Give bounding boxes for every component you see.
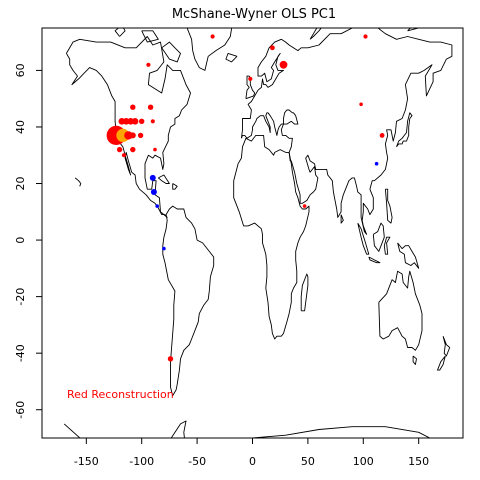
x-tick-label: -50 bbox=[188, 455, 206, 468]
y-tick-label: 20 bbox=[14, 177, 27, 191]
coastline-3 bbox=[240, 28, 453, 235]
x-tick-label: 50 bbox=[301, 455, 315, 468]
coastline-layer bbox=[63, 28, 453, 438]
coastline-14 bbox=[368, 256, 381, 264]
proxy-point-20 bbox=[155, 204, 159, 208]
y-tick-label: 40 bbox=[14, 120, 27, 134]
proxy-point-26 bbox=[279, 60, 288, 69]
proxy-point-21 bbox=[162, 246, 166, 251]
coastline-11 bbox=[442, 336, 451, 357]
proxy-point-22 bbox=[167, 356, 174, 362]
coastline-4 bbox=[233, 134, 310, 340]
coastline-23 bbox=[114, 28, 126, 37]
coastline-7 bbox=[225, 52, 238, 63]
coastline-18 bbox=[384, 188, 393, 224]
proxy-point-2 bbox=[124, 131, 133, 140]
coastline-20 bbox=[172, 183, 178, 190]
coastline-0 bbox=[66, 36, 191, 218]
proxy-point-15 bbox=[121, 153, 127, 158]
coastline-8 bbox=[396, 112, 413, 148]
proxy-points-layer bbox=[106, 34, 385, 362]
reconstruction-label: Red Reconstruction bbox=[67, 388, 174, 401]
proxy-point-9 bbox=[130, 104, 136, 110]
coastline-2 bbox=[162, 205, 215, 397]
proxy-point-13 bbox=[116, 146, 123, 153]
coastline-1 bbox=[186, 28, 233, 71]
proxy-point-24 bbox=[248, 76, 253, 81]
x-tick-label: -100 bbox=[129, 455, 154, 468]
proxy-point-6 bbox=[131, 118, 139, 125]
y-axis: -60 -40 -20 0 20 40 60 bbox=[14, 63, 42, 419]
y-tick-label: 0 bbox=[14, 237, 27, 244]
map-title: McShane-Wyner OLS PC1 bbox=[172, 7, 336, 22]
proxy-point-7 bbox=[129, 132, 136, 139]
coastline-10 bbox=[412, 355, 417, 365]
coastline-15 bbox=[372, 222, 385, 252]
proxy-point-27 bbox=[363, 34, 368, 39]
x-tick-label: 150 bbox=[408, 455, 429, 468]
coastline-30 bbox=[340, 214, 344, 224]
coastline-16 bbox=[383, 236, 391, 255]
proxy-point-17 bbox=[146, 62, 151, 67]
y-tick-label: 60 bbox=[14, 63, 27, 77]
proxy-point-19 bbox=[150, 189, 157, 195]
proxy-point-31 bbox=[302, 204, 307, 208]
y-tick-label: -40 bbox=[14, 344, 27, 362]
proxy-point-14 bbox=[130, 146, 136, 153]
x-axis: -150 -100 -50 0 50 100 150 bbox=[74, 438, 429, 468]
coastline-12 bbox=[437, 355, 446, 371]
proxy-point-23 bbox=[210, 34, 215, 39]
y-tick-label: -60 bbox=[14, 401, 27, 419]
proxy-point-18 bbox=[149, 174, 156, 181]
x-tick-label: 0 bbox=[249, 455, 256, 468]
proxy-point-11 bbox=[137, 132, 144, 139]
proxy-point-12 bbox=[153, 147, 157, 152]
x-tick-label: -150 bbox=[74, 455, 99, 468]
coastline-28 bbox=[309, 28, 322, 40]
coastline-13 bbox=[357, 222, 370, 255]
proxy-point-28 bbox=[359, 102, 363, 107]
coastline-26 bbox=[161, 41, 181, 63]
coastline-22 bbox=[63, 420, 431, 438]
x-tick-label: 100 bbox=[353, 455, 374, 468]
proxy-point-25 bbox=[270, 45, 275, 51]
coastline-19 bbox=[158, 174, 170, 184]
coastline-29 bbox=[407, 28, 420, 32]
coastline-24 bbox=[141, 30, 159, 43]
coastline-9 bbox=[378, 270, 423, 351]
coastline-17 bbox=[397, 242, 420, 269]
proxy-point-29 bbox=[379, 133, 385, 138]
coastline-5 bbox=[300, 273, 309, 312]
coastline-21 bbox=[74, 177, 82, 187]
proxy-point-8 bbox=[139, 118, 145, 125]
y-tick-label: -20 bbox=[14, 288, 27, 306]
proxy-point-30 bbox=[374, 161, 379, 166]
proxy-point-10 bbox=[147, 104, 154, 110]
proxy-point-16 bbox=[150, 119, 155, 124]
